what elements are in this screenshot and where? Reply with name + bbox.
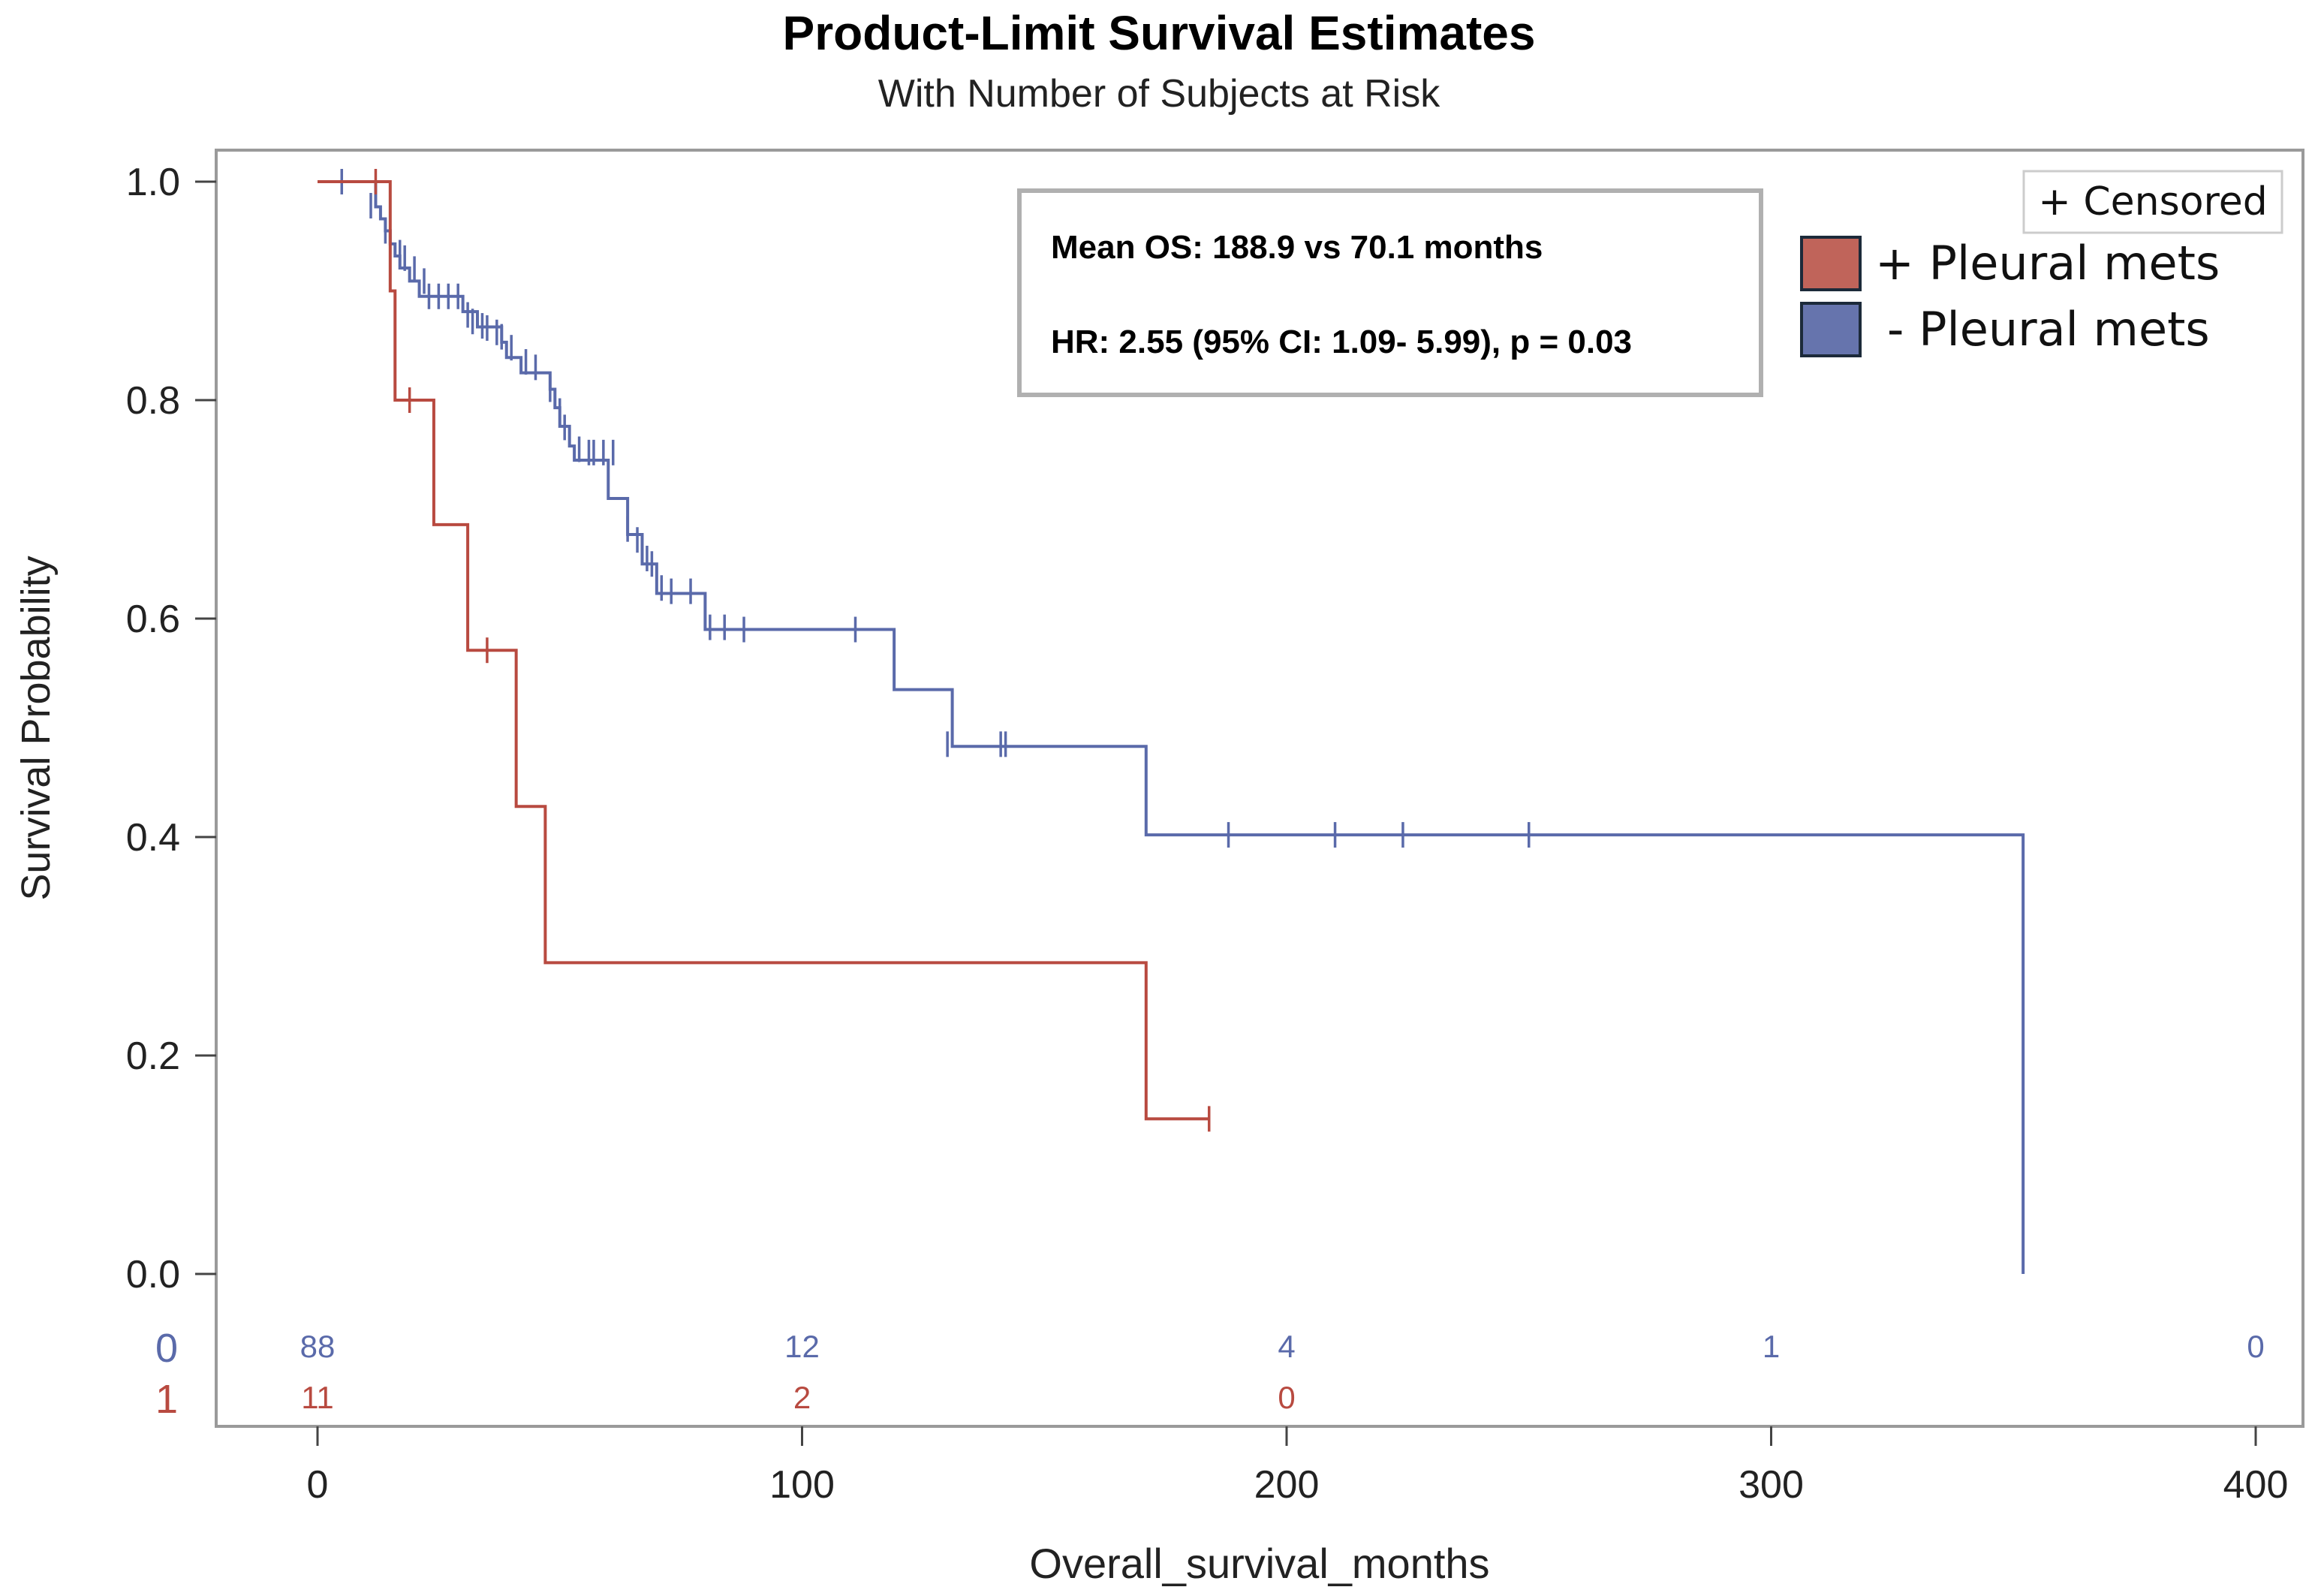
at-risk-count: 1 xyxy=(1763,1329,1780,1364)
legend-label: + Pleural mets xyxy=(1875,236,2220,291)
y-tick-label: 1.0 xyxy=(126,161,180,204)
at-risk-count: 2 xyxy=(793,1380,811,1415)
y-tick-label: 0.6 xyxy=(126,598,180,641)
y-tick-label: 0.8 xyxy=(126,379,180,423)
y-axis-label: Survival Probability xyxy=(14,556,59,900)
stats-annotation: Mean OS: 188.9 vs 70.1 months HR: 2.55 (… xyxy=(1017,188,1763,397)
legend-swatch xyxy=(1800,302,1862,357)
at-risk-group-label: 1 xyxy=(155,1377,178,1422)
hazard-ratio-text: HR: 2.55 (95% CI: 1.09- 5.99), p = 0.03 xyxy=(1051,324,1632,360)
censored-legend-label: + Censored xyxy=(2038,179,2268,224)
x-axis: 0 100 200 300 400 xyxy=(307,1426,2289,1507)
at-risk-count: 0 xyxy=(1278,1380,1295,1415)
group-legend: + Pleural mets - Pleural mets xyxy=(1800,236,2220,357)
plot-area-frame xyxy=(215,149,2304,1428)
at-risk-group-label: 0 xyxy=(155,1326,178,1371)
chart-subtitle: With Number of Subjects at Risk xyxy=(878,72,1440,116)
x-tick-label: 300 xyxy=(1738,1463,1804,1507)
at-risk-table: 0 88 12 4 1 01 11 2 0 xyxy=(155,1326,2265,1422)
survival-step-line xyxy=(318,180,1209,1121)
at-risk-count: 4 xyxy=(1278,1329,1295,1364)
legend-swatch xyxy=(1800,236,1862,291)
stats-annotation-box xyxy=(1017,188,1763,397)
x-tick-label: 100 xyxy=(769,1463,835,1507)
x-tick-label: 0 xyxy=(307,1463,329,1507)
censored-legend-box xyxy=(2022,170,2283,234)
legend-label: - Pleural mets xyxy=(1887,302,2210,357)
at-risk-count: 11 xyxy=(301,1380,334,1415)
at-risk-count: 12 xyxy=(784,1329,820,1364)
x-axis-label: Overall_survival_months xyxy=(1029,1540,1489,1587)
at-risk-count: 0 xyxy=(2247,1329,2264,1364)
series-pleural-mets xyxy=(318,169,1211,1132)
at-risk-count: 88 xyxy=(300,1329,336,1364)
mean-os-text: Mean OS: 188.9 vs 70.1 months xyxy=(1051,229,1543,266)
censored-legend: + Censored xyxy=(2022,170,2283,234)
y-tick-label: 0.4 xyxy=(126,816,180,860)
survival-curves xyxy=(318,169,2025,1274)
y-tick-label: 0.2 xyxy=(126,1034,180,1078)
x-tick-label: 400 xyxy=(2223,1463,2289,1507)
x-tick-label: 200 xyxy=(1254,1463,1320,1507)
y-tick-label: 0.0 xyxy=(126,1253,180,1296)
y-axis: 0.0 0.2 0.4 0.6 0.8 1.0 xyxy=(126,161,216,1296)
survival-step-line xyxy=(318,180,2025,1274)
chart-title: Product-Limit Survival Estimates xyxy=(783,6,1536,60)
